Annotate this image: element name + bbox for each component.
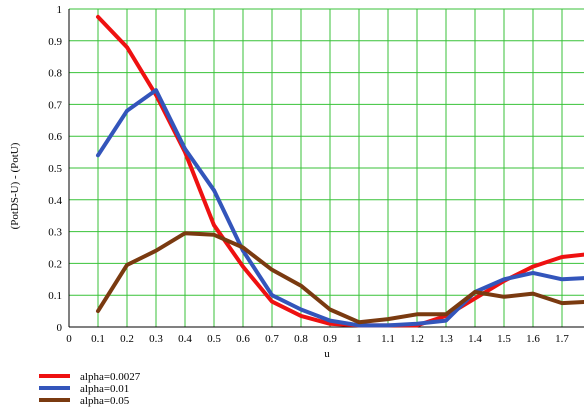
x-tick-label: 1: [356, 333, 362, 345]
series-line-3: [96, 231, 584, 325]
legend-label: alpha=0.01: [80, 383, 129, 395]
axes: [68, 9, 584, 328]
y-tick-label: 0.2: [48, 258, 62, 270]
x-tick-label: 0.5: [207, 333, 221, 345]
x-tick-label: 1.6: [526, 333, 540, 345]
x-axis-label: u: [324, 348, 330, 360]
y-tick-label: 0.3: [48, 227, 62, 239]
x-tick-label: 1.4: [468, 333, 482, 345]
x-tick-label: 0.4: [178, 333, 192, 345]
y-tick-label: 0.4: [48, 195, 62, 207]
x-tick-label: 0.1: [91, 333, 105, 345]
y-tick-label: 0.6: [48, 131, 62, 143]
x-tick-label: 0.7: [265, 333, 279, 345]
x-tick-label: 0.9: [323, 333, 337, 345]
y-tick-label: 0.1: [48, 290, 62, 302]
x-tick-label: 0.6: [236, 333, 250, 345]
y-tick-label: 0: [57, 322, 63, 334]
x-tick-label: 0: [66, 333, 72, 345]
grid: [69, 8, 584, 327]
y-tick-label: 0.7: [48, 99, 62, 111]
series-line-2: [96, 88, 584, 328]
x-tick-label: 0.3: [149, 333, 163, 345]
x-tick-label: 1.2: [410, 333, 424, 345]
x-tick-label: 1.1: [381, 333, 395, 345]
x-tick-label: 0.8: [294, 333, 308, 345]
x-tick-label: 0.2: [120, 333, 134, 345]
x-tick-label: 1.7: [555, 333, 569, 345]
y-tick-label: 1: [57, 4, 63, 16]
legend-label: alpha=0.0027: [80, 371, 141, 383]
tick-labels: 0 0.1 0.2 0.3 0.4 0.5 0.6 0.7 0.8 0.9 1 1.1 1.2 1.3 1.…: [48, 4, 569, 345]
y-tick-label: 0.5: [48, 163, 62, 175]
y-tick-label: 0.8: [48, 68, 62, 80]
series-lines: [96, 14, 584, 328]
legend-label: alpha=0.05: [80, 395, 130, 407]
y-tick-label: 0.9: [48, 36, 62, 48]
x-tick-label: 1.3: [439, 333, 453, 345]
x-tick-label: 1.5: [497, 333, 511, 345]
y-axis-label: (PotDS-U) - (PotU): [9, 142, 21, 229]
